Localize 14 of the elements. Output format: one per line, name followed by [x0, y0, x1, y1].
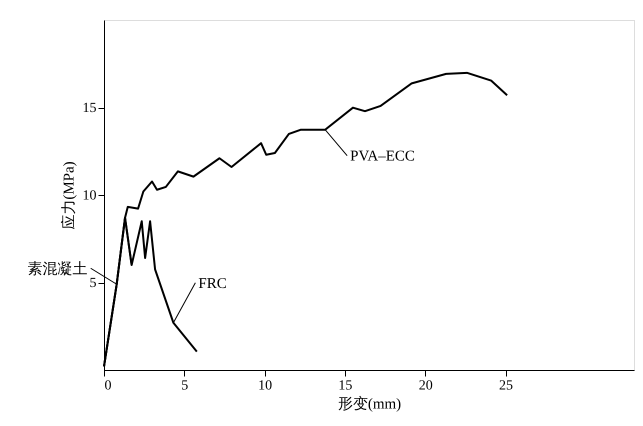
- x-tick-label: 5: [181, 378, 188, 394]
- x-tick-label: 10: [258, 378, 272, 394]
- x-tick-label: 20: [418, 378, 433, 394]
- legend-label: 素混凝土: [28, 260, 88, 278]
- y-tick-label: 5: [90, 276, 96, 291]
- x-tick-label: 0: [104, 378, 112, 394]
- y-tick-label: 15: [82, 101, 96, 116]
- y-axis-title: 应力(MPa): [60, 161, 78, 230]
- text: FRC: [198, 276, 227, 292]
- y-tick-label: 10: [82, 188, 96, 204]
- x-axis-title: 形变(mm): [338, 396, 402, 412]
- x-tick-label: 15: [338, 378, 352, 394]
- text: PVA–ECC: [350, 148, 415, 165]
- x-tick-label: 25: [499, 378, 514, 394]
